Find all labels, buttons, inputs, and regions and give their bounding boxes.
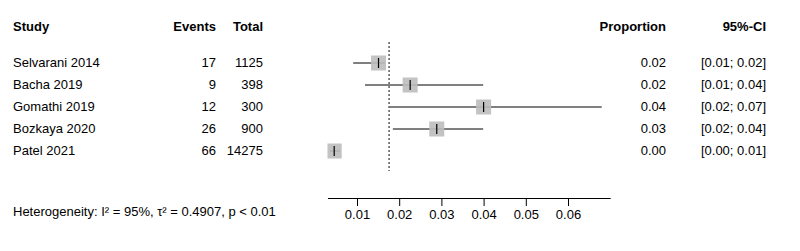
column-header: 95%-CI: [723, 19, 766, 34]
estimate-tick: [483, 102, 484, 112]
study-label: Bozkaya 2020: [13, 121, 95, 136]
estimate-square: [327, 144, 341, 159]
tick: 0.05: [514, 198, 539, 222]
confidence-interval: [365, 85, 483, 86]
proportion-label: 0.02: [641, 55, 666, 70]
events-label: 26: [202, 121, 216, 136]
ci-label: [0.02; 0.07]: [701, 99, 766, 114]
tick-mark: [526, 198, 527, 206]
total-label: 398: [241, 77, 263, 92]
tick-label: 0.05: [514, 207, 539, 222]
tick-mark: [357, 198, 358, 206]
proportion-label: 0.02: [641, 77, 666, 92]
column-header: Total: [233, 19, 263, 34]
tick: 0.06: [556, 198, 581, 222]
header: Study Events Total Proportion 95%-CI: [13, 19, 766, 34]
proportion-label: 0.00: [641, 143, 666, 158]
study-label: Selvarani 2014: [13, 55, 100, 70]
tick-mark: [484, 198, 485, 206]
proportion-label: 0.03: [641, 121, 666, 136]
study-label: Patel 2021: [13, 143, 75, 158]
pooled-line: [388, 42, 389, 171]
column-header: Proportion: [600, 19, 666, 34]
study-label: Bacha 2019: [13, 77, 82, 92]
total-label: 1125: [235, 55, 263, 70]
tick: 0.02: [387, 198, 412, 222]
tick: 0.03: [429, 198, 454, 222]
total-label: 900: [241, 121, 263, 136]
events-label: 9: [209, 77, 216, 92]
estimate-square: [403, 78, 418, 93]
column-header: Study: [13, 19, 50, 34]
tick-mark: [399, 198, 400, 206]
tick-mark: [441, 198, 442, 206]
tick-label: 0.06: [556, 207, 581, 222]
events-label: 17: [202, 55, 216, 70]
tick-label: 0.02: [387, 207, 412, 222]
ci-label: [0.01; 0.04]: [701, 77, 766, 92]
estimate-square: [476, 100, 491, 115]
x-axis: 0.01 0.02 0.03 0.04 0.05 0.06: [328, 198, 611, 222]
estimate-tick: [436, 124, 437, 134]
estimate-tick: [334, 146, 335, 156]
tick-label: 0.04: [471, 207, 496, 222]
events-label: 66: [202, 143, 216, 158]
tick-label: 0.03: [429, 207, 454, 222]
estimate-tick: [410, 80, 411, 90]
tick: 0.04: [471, 198, 496, 222]
ci-label: [0.01; 0.02]: [701, 55, 766, 70]
proportion-label: 0.04: [641, 99, 666, 114]
events-label: 12: [202, 99, 216, 114]
ci-label: [0.02; 0.04]: [701, 121, 766, 136]
estimate-square: [429, 122, 444, 137]
ci-label: [0.00; 0.01]: [701, 143, 766, 158]
total-label: 14275: [227, 143, 263, 158]
column-header: Events: [173, 19, 216, 34]
tick: 0.01: [345, 198, 370, 222]
tick-mark: [568, 198, 569, 206]
estimate-tick: [378, 58, 379, 68]
estimate-square: [371, 56, 386, 71]
forest-plot: Study Events Total Proportion 95%-CI Selvaran…: [0, 0, 800, 251]
study-label: Gomathi 2019: [13, 99, 95, 114]
plot-area: [327, 42, 601, 171]
heterogeneity: Heterogeneity: I² = 95%, τ² = 0.4907, p …: [13, 204, 276, 219]
confidence-interval: [390, 107, 602, 108]
total-label: 300: [241, 99, 263, 114]
tick-label: 0.01: [345, 207, 370, 222]
